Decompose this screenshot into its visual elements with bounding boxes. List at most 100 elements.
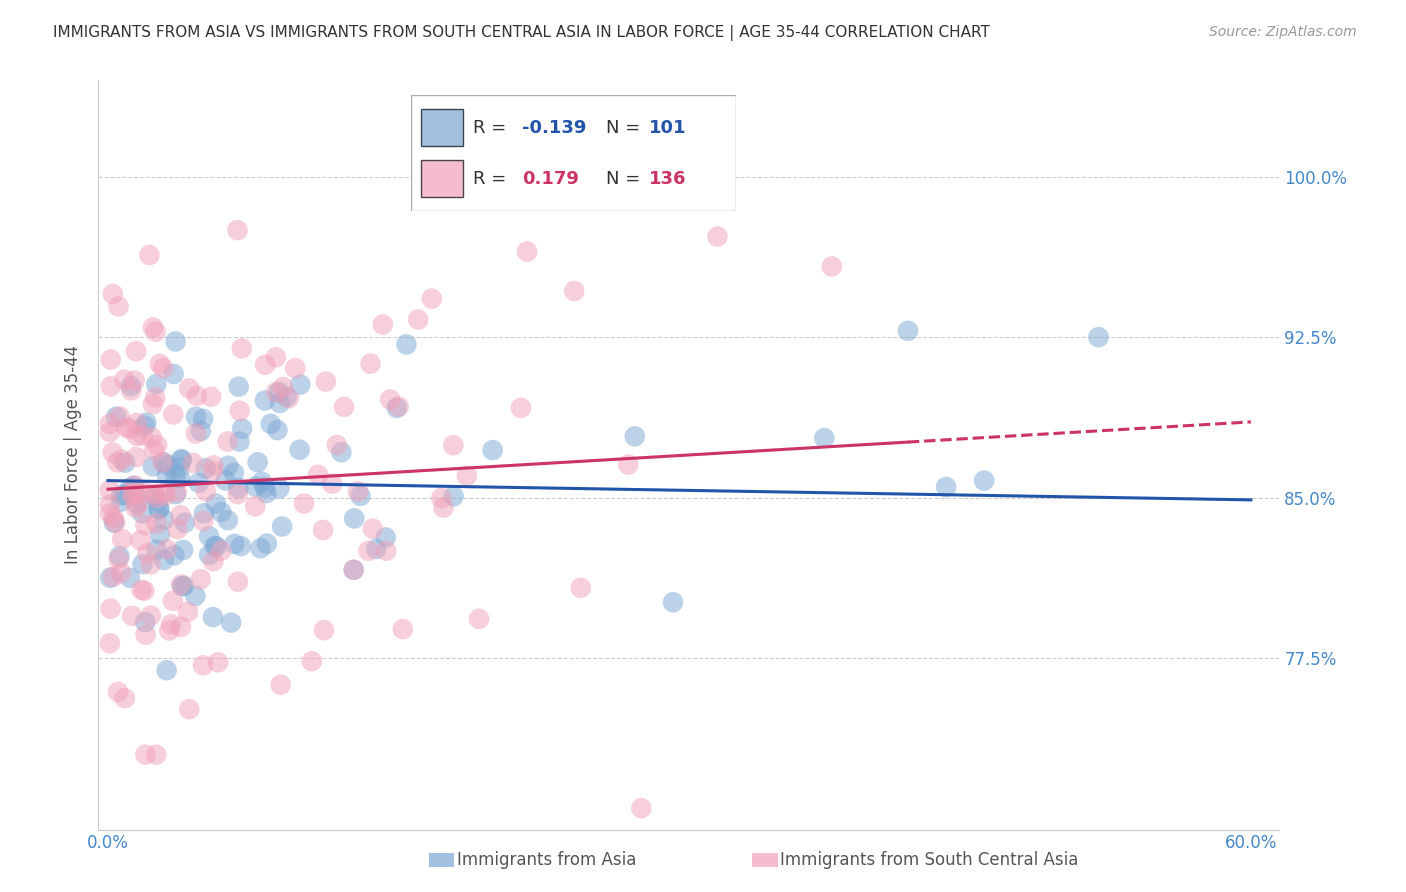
Y-axis label: In Labor Force | Age 35-44: In Labor Force | Age 35-44 <box>63 345 82 565</box>
Point <box>226 223 249 237</box>
Point <box>204 497 226 511</box>
Point <box>443 489 465 503</box>
Point <box>139 558 162 572</box>
Point <box>278 391 301 405</box>
Point <box>228 403 250 417</box>
Point <box>145 325 167 339</box>
Point <box>315 375 337 389</box>
Point <box>125 344 148 359</box>
Point <box>105 409 128 424</box>
Point <box>131 507 153 521</box>
Point <box>271 519 294 533</box>
Point <box>121 487 143 501</box>
Point <box>343 511 366 525</box>
Point <box>222 466 245 480</box>
Point <box>201 464 224 478</box>
Point <box>270 678 292 692</box>
Point <box>112 488 135 502</box>
Point <box>347 484 370 499</box>
Point <box>134 747 156 762</box>
Point <box>406 312 429 326</box>
Point <box>162 367 184 381</box>
Point <box>122 489 145 503</box>
Point <box>120 384 142 398</box>
Point <box>630 801 652 815</box>
Point <box>98 636 121 650</box>
Point <box>149 527 172 541</box>
Point <box>170 452 193 467</box>
Point <box>441 438 464 452</box>
Point <box>385 401 408 415</box>
Point <box>200 390 222 404</box>
Point <box>617 458 640 472</box>
Point <box>226 487 249 501</box>
Point <box>388 400 411 414</box>
Point <box>124 500 146 515</box>
Point <box>209 505 232 519</box>
Point <box>136 546 159 560</box>
Point <box>170 453 193 467</box>
Point <box>165 334 187 349</box>
Point <box>374 530 396 544</box>
Point <box>145 377 167 392</box>
Point <box>430 491 453 505</box>
Point <box>271 380 294 394</box>
Point <box>125 496 148 510</box>
Point <box>284 361 307 376</box>
Point <box>163 549 186 563</box>
Text: Immigrants from South Central Asia: Immigrants from South Central Asia <box>780 851 1078 869</box>
Point <box>114 691 136 706</box>
Point <box>194 461 217 475</box>
Point <box>224 537 246 551</box>
Point <box>330 445 353 459</box>
Point <box>194 484 217 499</box>
Point <box>112 373 135 387</box>
Point <box>349 489 371 503</box>
Point <box>184 589 207 603</box>
Point <box>160 617 183 632</box>
Point <box>509 401 531 415</box>
Point <box>103 516 125 530</box>
Point <box>124 374 146 388</box>
Point <box>142 397 165 411</box>
Point <box>333 400 356 414</box>
Point <box>162 594 184 608</box>
Point <box>115 420 138 434</box>
Point <box>360 357 382 371</box>
Point <box>131 428 153 442</box>
Point <box>166 485 188 500</box>
Point <box>229 539 252 553</box>
Point <box>108 409 131 424</box>
Point <box>146 491 169 505</box>
Point <box>173 579 195 593</box>
Point <box>114 456 136 470</box>
Point <box>301 654 323 668</box>
Point <box>935 480 957 494</box>
Point <box>260 417 283 431</box>
Point <box>228 379 250 393</box>
Point <box>201 610 224 624</box>
Point <box>612 165 634 179</box>
Point <box>129 533 152 548</box>
Point <box>174 516 197 530</box>
Point <box>142 459 165 474</box>
Point <box>143 487 166 501</box>
Point <box>124 478 146 492</box>
Point <box>146 494 169 508</box>
Point <box>357 544 380 558</box>
Point <box>153 485 176 500</box>
Point <box>420 292 443 306</box>
Point <box>184 409 207 424</box>
Point <box>228 481 250 495</box>
Point <box>162 408 184 422</box>
Point <box>209 543 232 558</box>
Point <box>205 540 228 554</box>
Point <box>155 488 177 502</box>
Point <box>105 455 128 469</box>
Point <box>100 352 122 367</box>
Point <box>190 424 212 438</box>
Point <box>256 536 278 550</box>
Point <box>100 601 122 615</box>
Point <box>104 516 127 530</box>
Point <box>155 663 177 677</box>
